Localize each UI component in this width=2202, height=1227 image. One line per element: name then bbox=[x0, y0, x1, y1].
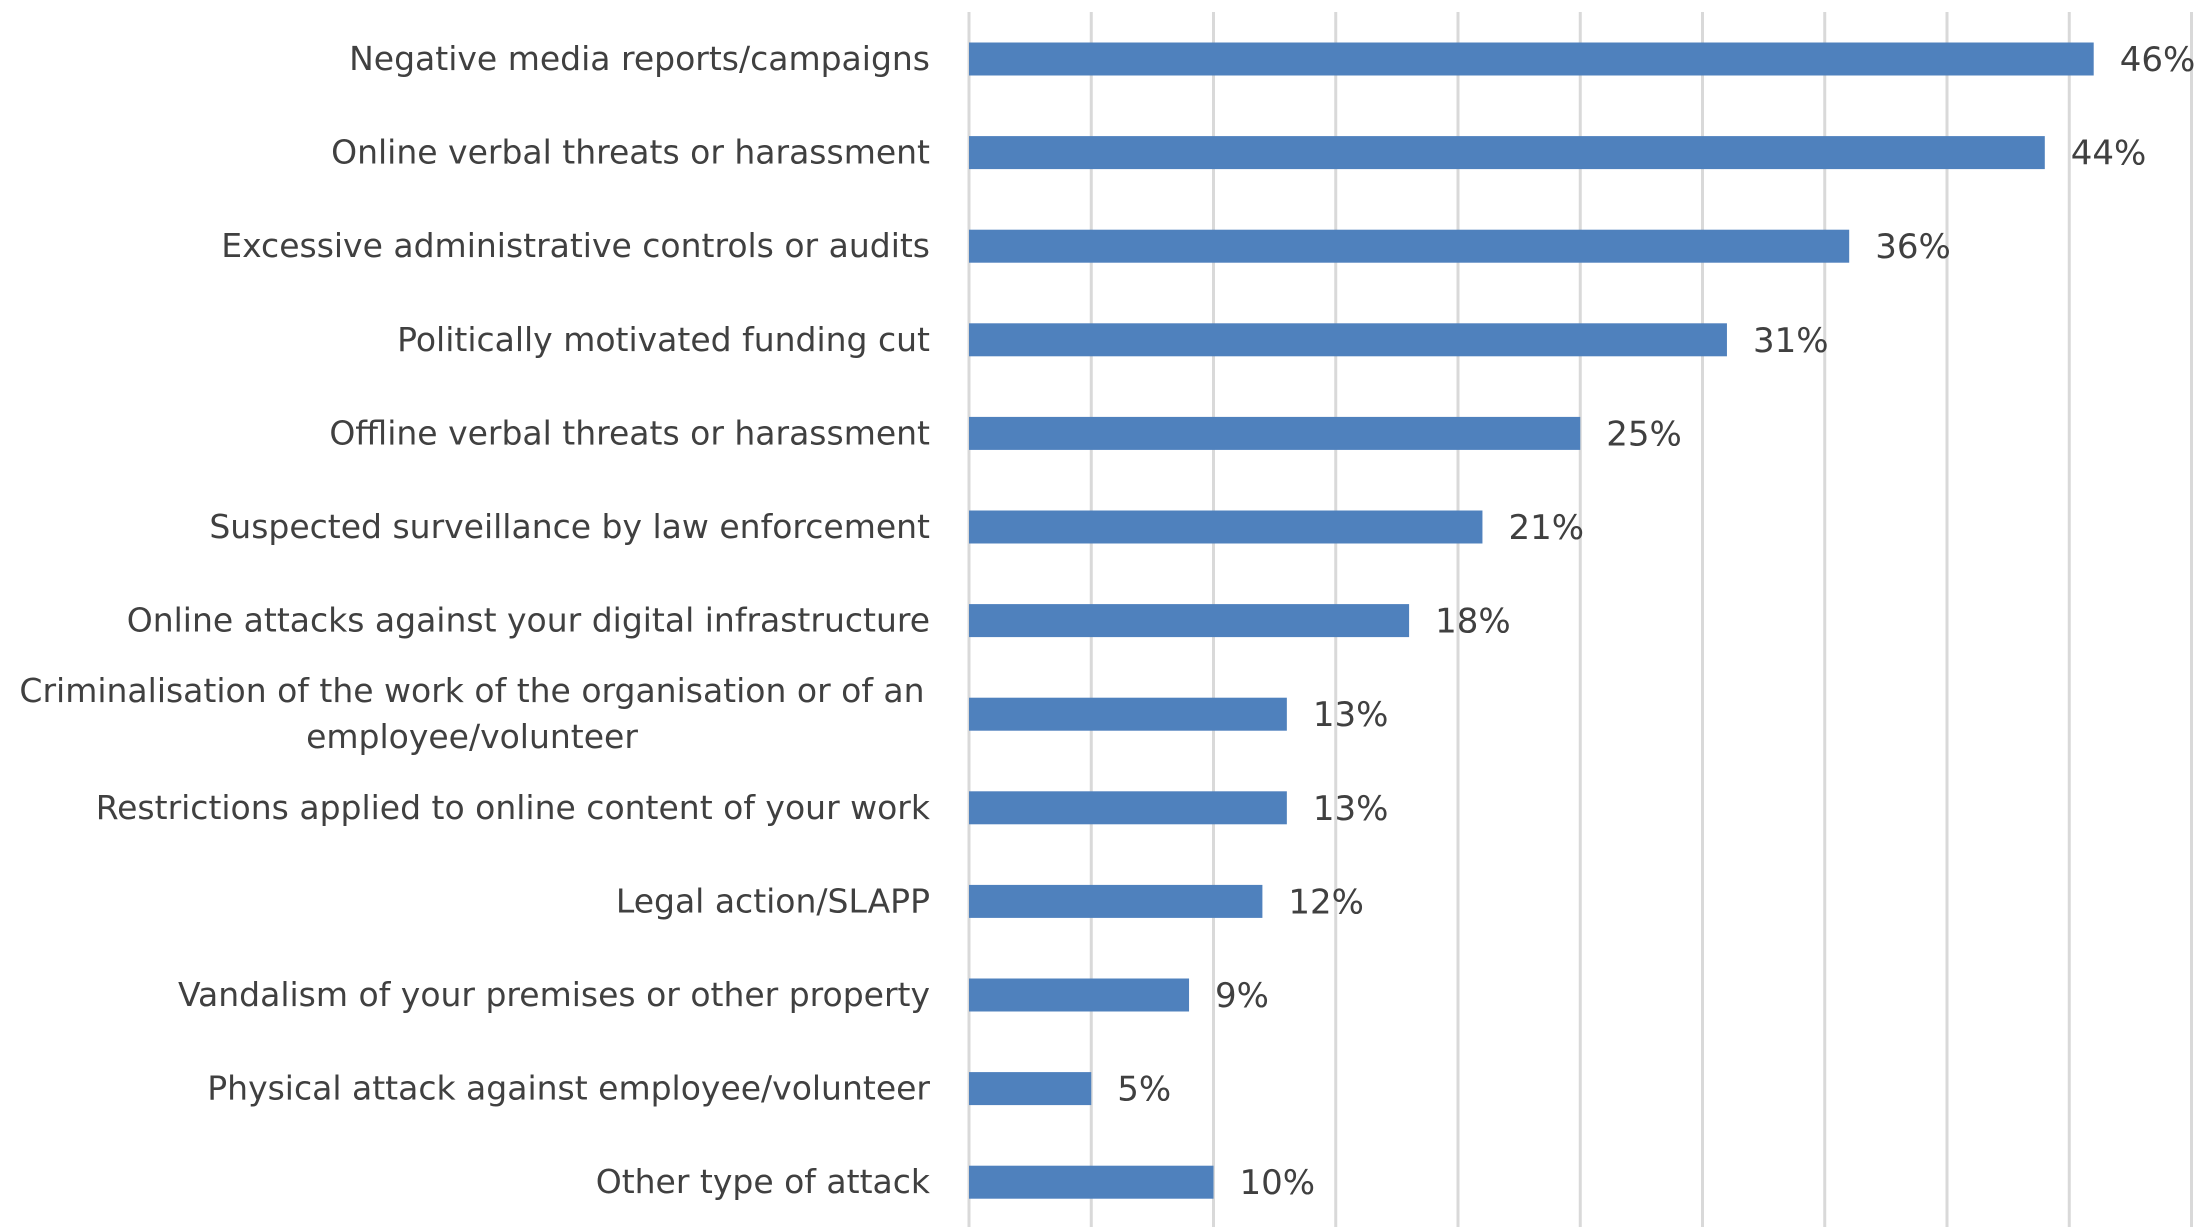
category-label: Excessive administrative controls or aud… bbox=[221, 226, 930, 265]
bar bbox=[969, 1165, 1214, 1199]
value-label: 44% bbox=[2071, 134, 2147, 174]
value-label: 9% bbox=[1215, 976, 1269, 1016]
value-label: 25% bbox=[1606, 414, 1682, 454]
bar bbox=[969, 791, 1287, 825]
bar bbox=[969, 697, 1287, 731]
value-label: 10% bbox=[1240, 1163, 1316, 1203]
category-label: Suspected surveillance by law enforcemen… bbox=[209, 507, 930, 546]
value-label: 13% bbox=[1313, 789, 1389, 829]
value-label: 12% bbox=[1288, 882, 1364, 922]
bar bbox=[969, 1072, 1092, 1106]
value-label: 36% bbox=[1875, 227, 1951, 267]
bar bbox=[969, 416, 1581, 450]
category-label: Online attacks against your digital infr… bbox=[127, 601, 930, 640]
bar bbox=[969, 229, 1850, 263]
category-label: Offline verbal threats or harassment bbox=[329, 413, 930, 452]
category-labels: Negative media reports/campaigns Online v… bbox=[19, 39, 930, 1201]
category-label: Legal action/SLAPP bbox=[616, 881, 930, 920]
category-label: Online verbal threats or harassment bbox=[331, 133, 930, 172]
category-label: Politically motivated funding cut bbox=[397, 320, 930, 359]
category-label: Other type of attack bbox=[596, 1162, 931, 1201]
category-label: Negative media reports/campaigns bbox=[349, 39, 930, 78]
bar bbox=[969, 136, 2045, 170]
bar bbox=[969, 604, 1410, 638]
bar bbox=[969, 510, 1483, 544]
category-label: Criminalisation of the work of the organ… bbox=[19, 671, 924, 710]
category-label: employee/volunteer bbox=[306, 717, 638, 756]
value-label: 31% bbox=[1753, 321, 1829, 361]
value-label: 13% bbox=[1313, 695, 1389, 735]
value-label: 5% bbox=[1117, 1070, 1171, 1110]
category-label: Restrictions applied to online content o… bbox=[96, 788, 931, 827]
bar bbox=[969, 323, 1727, 357]
bar bbox=[969, 42, 2094, 76]
value-label: 18% bbox=[1435, 602, 1511, 642]
gridlines bbox=[967, 12, 2193, 1227]
category-label: Physical attack against employee/volunte… bbox=[207, 1069, 930, 1108]
bar bbox=[969, 978, 1190, 1012]
bar bbox=[969, 884, 1263, 918]
value-label: 46% bbox=[2120, 40, 2196, 80]
bars bbox=[969, 42, 2094, 1199]
category-label: Vandalism of your premises or other prop… bbox=[178, 975, 930, 1014]
value-label: 21% bbox=[1508, 508, 1584, 548]
value-labels: 46% 44% 36% 31% 25% 21% 18% 13% 13% 12% 9% 5% 10% bbox=[1117, 40, 2195, 1203]
